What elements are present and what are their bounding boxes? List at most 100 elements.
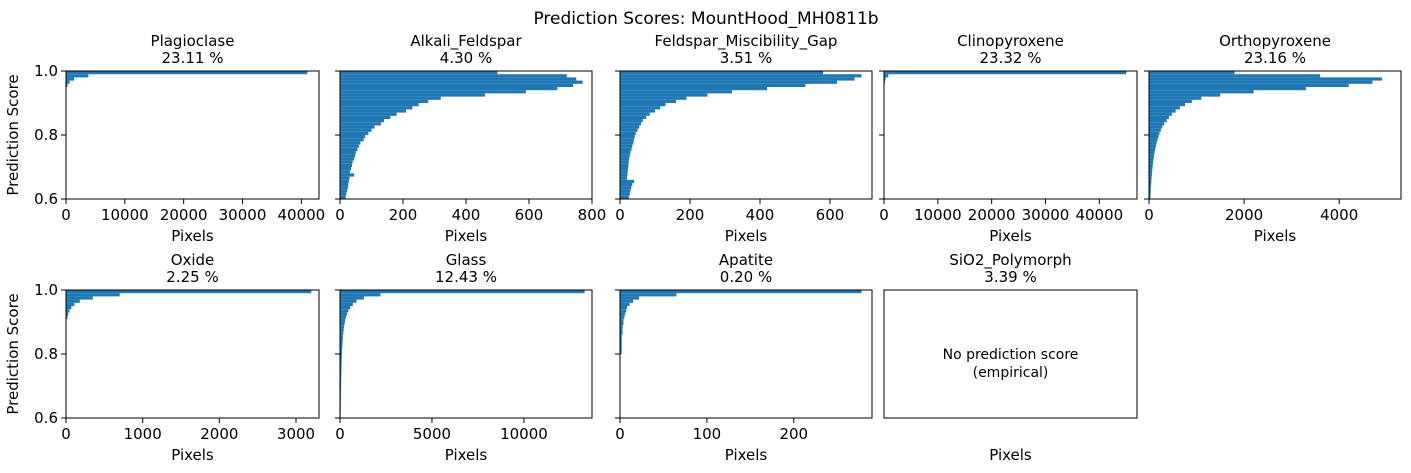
bar [340, 306, 351, 310]
bar [340, 71, 498, 75]
bar [620, 71, 823, 75]
bar [1149, 160, 1154, 164]
bar [620, 90, 732, 94]
bar [620, 341, 622, 345]
bar [620, 154, 630, 158]
x-tick-label: 200 [779, 425, 808, 443]
bar [340, 350, 343, 354]
bar [620, 322, 624, 326]
bar [620, 179, 634, 183]
bar [340, 176, 350, 180]
axes-frame [883, 289, 1138, 419]
bar [340, 141, 361, 145]
x-tick-label: 0 [61, 425, 71, 443]
bar [340, 135, 366, 139]
bar [620, 186, 632, 190]
bar [340, 189, 347, 193]
bar [1149, 173, 1152, 177]
bar [620, 350, 622, 354]
bar [340, 382, 342, 386]
subplot-percent: 23.11 % [162, 49, 224, 67]
bar [340, 128, 372, 132]
bar [340, 151, 356, 155]
bar [620, 167, 629, 171]
bar [1149, 96, 1202, 100]
bar [1149, 179, 1152, 183]
bar [66, 302, 75, 306]
bar [340, 363, 342, 367]
bar [620, 170, 628, 174]
x-tick-label: 4000 [1320, 206, 1358, 224]
bar [66, 290, 312, 294]
bar [1149, 109, 1176, 113]
bar [340, 83, 574, 87]
bar [620, 144, 633, 148]
bar [620, 128, 638, 132]
bar [340, 379, 342, 383]
bar [1149, 189, 1151, 193]
bar [620, 163, 629, 167]
bar [340, 290, 585, 294]
x-tick-label: 0 [335, 425, 345, 443]
bar [620, 160, 629, 164]
bar [1149, 167, 1153, 171]
bar [340, 173, 355, 177]
bar [620, 318, 624, 322]
subplot-title: Alkali_Feldspar [410, 32, 522, 51]
x-tick-label: 30000 [1022, 206, 1070, 224]
y-tick-label: 0.8 [34, 126, 58, 144]
bar [620, 93, 708, 97]
subplot-percent: 4.30 % [440, 49, 492, 67]
bar [1149, 112, 1172, 116]
bar [1149, 135, 1159, 139]
x-tick-label: 0 [335, 206, 345, 224]
bar [620, 135, 635, 139]
x-tick-label: 10000 [101, 206, 149, 224]
bar [340, 183, 349, 187]
bar [66, 293, 120, 297]
axes-frame [65, 289, 320, 419]
bar [340, 302, 353, 306]
bar [340, 334, 343, 338]
x-tick-label: 0 [61, 206, 71, 224]
bar [66, 309, 70, 313]
bar [340, 322, 345, 326]
bar [340, 315, 346, 319]
x-tick-label: 2000 [200, 425, 238, 443]
bar [620, 122, 641, 126]
bar [340, 87, 558, 91]
subplot-percent: 23.32 % [980, 49, 1042, 67]
x-tick-label: 40000 [1075, 206, 1123, 224]
bar [340, 93, 485, 97]
x-tick-label: 200 [676, 206, 705, 224]
x-tick-label: 100 [693, 425, 722, 443]
bar [340, 328, 344, 332]
bar [340, 90, 526, 94]
bar [620, 83, 806, 87]
x-tick-label: 0 [879, 206, 889, 224]
bar [66, 299, 80, 303]
y-axis-label: Prediction Score [4, 74, 22, 195]
bar [1149, 71, 1235, 75]
x-tick-label: 0 [615, 425, 625, 443]
bar [340, 147, 358, 151]
subplot-title: Clinopyroxene [957, 32, 1064, 50]
bar [340, 122, 381, 126]
bar [340, 77, 577, 81]
bar [340, 157, 355, 161]
bar [66, 306, 72, 310]
x-axis-label: Pixels [445, 227, 488, 245]
x-tick-label: 3000 [277, 425, 315, 443]
x-tick-label: 10000 [914, 206, 962, 224]
bar [1149, 80, 1373, 84]
x-axis-label: Pixels [725, 446, 768, 464]
subplot-title: Feldspar_Miscibility_Gap [655, 32, 838, 51]
bar [340, 109, 407, 113]
bar [1149, 186, 1151, 190]
bar [620, 315, 625, 319]
bar [620, 325, 623, 329]
